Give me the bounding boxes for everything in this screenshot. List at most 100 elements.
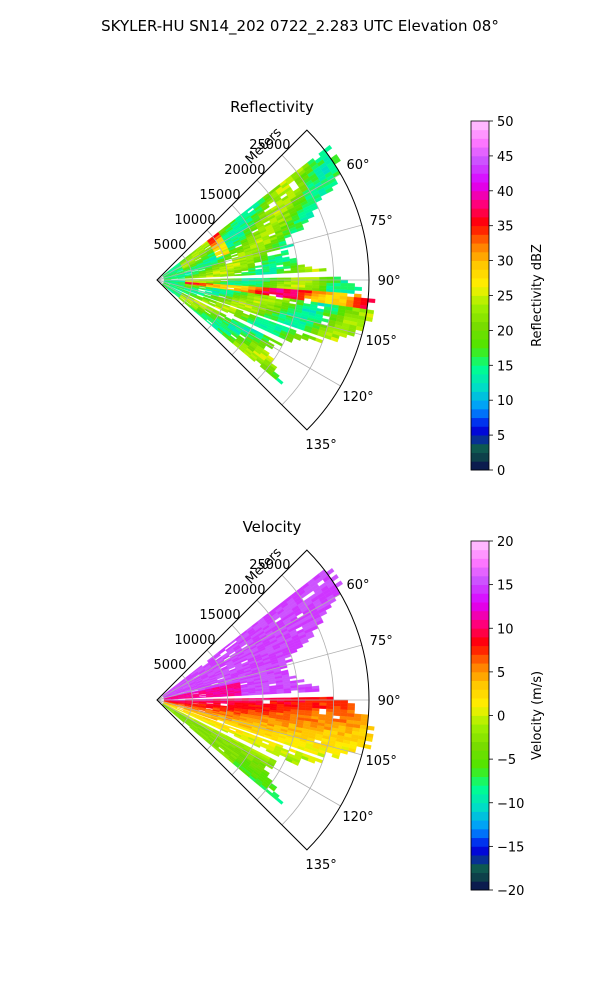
colorbar-segment xyxy=(471,417,489,427)
colorbar-segment xyxy=(471,567,489,577)
field-cell xyxy=(297,269,306,273)
colorbar-segment xyxy=(471,610,489,620)
colorbar-segment xyxy=(471,628,489,638)
angular-tick-label: 105° xyxy=(366,754,397,769)
colorbar-segment xyxy=(471,584,489,594)
colorbar-segment xyxy=(471,452,489,462)
field-cell xyxy=(290,687,299,691)
field-cell xyxy=(347,703,355,708)
field-cell xyxy=(340,286,348,291)
field-cell xyxy=(312,699,320,703)
field-cell xyxy=(269,691,278,695)
field-cell xyxy=(281,251,289,256)
field-cell xyxy=(262,204,270,211)
field-cell xyxy=(305,697,313,701)
field-cell xyxy=(304,689,313,693)
colorbar-tick-label: 30 xyxy=(497,255,514,270)
field-cell xyxy=(275,797,284,805)
colorbar-segment xyxy=(471,269,489,279)
colorbar-label: Reflectivity dBZ xyxy=(530,244,545,347)
figure-suptitle: SKYLER-HU SN14_202 0722_2.283 UTC Elevat… xyxy=(101,17,499,36)
colorbar-tick-label: 5 xyxy=(497,666,505,681)
field-cell xyxy=(326,702,334,707)
colorbar-tick-label: 20 xyxy=(497,535,514,550)
field-cell xyxy=(283,270,292,274)
radial-tick-label: 20000 xyxy=(224,163,265,178)
field-cell xyxy=(333,702,341,707)
field-cell xyxy=(291,702,299,706)
angular-tick-label: 90° xyxy=(378,694,401,709)
colorbar-segment xyxy=(471,706,489,716)
field-cell xyxy=(347,283,355,288)
field-cell xyxy=(367,298,376,304)
colorbar-segment xyxy=(471,671,489,682)
colorbar-segment xyxy=(471,461,489,471)
field-cell xyxy=(347,286,355,291)
colorbar-segment xyxy=(471,260,489,270)
field-cell xyxy=(305,282,313,286)
field-cell xyxy=(306,213,315,220)
field-cell xyxy=(293,335,302,341)
angular-gridline xyxy=(156,279,362,336)
colorbar-segment xyxy=(471,645,489,655)
colorbar-segment xyxy=(471,408,489,419)
field-cell xyxy=(333,699,341,704)
colorbar-segment xyxy=(471,216,489,227)
colorbar-segment xyxy=(471,312,489,323)
field-cell xyxy=(326,276,334,281)
field-cell xyxy=(326,696,334,701)
colorbar-label: Velocity (m/s) xyxy=(530,671,545,760)
colorbar-segment xyxy=(471,321,489,331)
field-cell xyxy=(347,289,355,294)
colorbar-segment xyxy=(471,715,489,725)
field-cell xyxy=(304,269,313,273)
field-cell xyxy=(332,712,341,717)
field-cell xyxy=(262,738,271,744)
field-cell xyxy=(333,279,341,284)
field-cell xyxy=(289,675,297,680)
colorbar-segment xyxy=(471,208,489,218)
colorbar-segment xyxy=(471,155,489,166)
field-cell xyxy=(199,696,207,698)
field-cell xyxy=(210,717,218,721)
field-cell xyxy=(206,695,214,698)
field-cell xyxy=(333,282,341,287)
radial-tick-label: 5000 xyxy=(153,658,186,673)
field-cell xyxy=(319,279,327,284)
colorbar-segment xyxy=(471,881,489,891)
field-cell xyxy=(333,286,341,290)
field-cell xyxy=(306,633,315,640)
colorbar-tick-label: 25 xyxy=(497,290,514,305)
colorbar-segment xyxy=(471,811,489,821)
colorbar-segment xyxy=(471,776,489,786)
field-cell xyxy=(295,644,304,650)
colorbar-segment xyxy=(471,182,489,192)
colorbar-tick-label: 50 xyxy=(497,115,514,130)
radial-tick-label: 5000 xyxy=(153,238,186,253)
field-cell xyxy=(311,688,320,693)
colorbar-segment xyxy=(471,199,489,209)
field-cell xyxy=(319,702,327,707)
colorbar-segment xyxy=(471,138,489,148)
colorbar-segment xyxy=(471,190,489,200)
field-cell xyxy=(312,279,320,283)
colorbar-segment xyxy=(471,794,489,804)
colorbar-segment xyxy=(471,278,489,288)
field-cell xyxy=(340,703,348,707)
radial-tick-label: 10000 xyxy=(174,633,215,648)
field-cell xyxy=(366,725,375,731)
field-cell xyxy=(296,226,305,232)
field-cell xyxy=(262,691,271,695)
colorbar-segment xyxy=(471,234,489,244)
field-cell xyxy=(298,282,306,286)
field-cell xyxy=(167,288,174,294)
angular-gridline xyxy=(156,173,341,281)
field-cell xyxy=(340,706,348,711)
colorbar-tick-label: 15 xyxy=(497,579,514,594)
angular-tick-label: 120° xyxy=(342,810,373,825)
colorbar-segment xyxy=(471,365,489,375)
colorbar-segment xyxy=(471,164,489,174)
